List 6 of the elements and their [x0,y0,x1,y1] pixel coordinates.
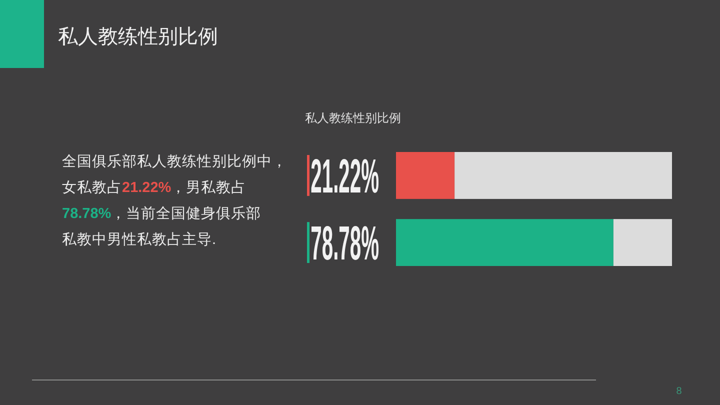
data-label: 78.78% [310,216,379,270]
text: 全国俱乐部私人教练性别比例中，女私教占21.22%，男私教占78.78%，当前全国健身俱乐部私教中男性私教占主导. [62,154,287,248]
text: 私人教练性别比例 [58,26,218,48]
chart-subtitle: 私人教练性别比例 [305,111,401,125]
data-label: 21.22% [310,149,379,203]
text: 8 [676,386,682,397]
